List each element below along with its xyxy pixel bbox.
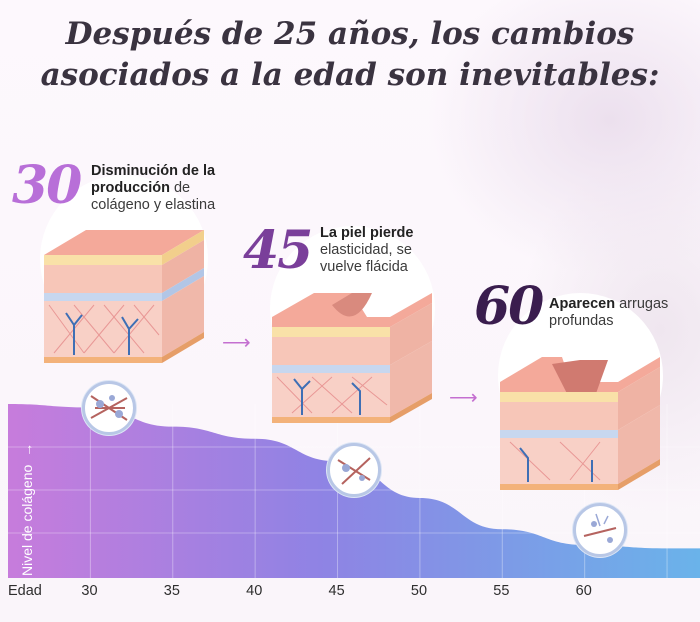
stage-30-line2-bold: producción	[91, 180, 170, 196]
stage-30-age-text: 30	[12, 155, 82, 216]
skin-block-60	[500, 357, 660, 490]
x-tick-label: 50	[410, 583, 428, 599]
stage-60-age-text: 60	[474, 276, 544, 337]
page-title: Después de 25 años, los cambios asociado…	[0, 14, 700, 96]
stage-30-line3: colágeno y elastina	[91, 197, 216, 213]
stage-45-line2: elasticidad, se	[320, 242, 412, 258]
x-tick-label: 30	[81, 583, 98, 599]
stage-30-age: 30	[12, 160, 82, 212]
stage-45-line1: La piel pierde	[320, 225, 414, 241]
x-tick-label: 60	[575, 583, 592, 599]
stage-30-description: Disminución de la producción de colágeno…	[91, 163, 215, 214]
stage-30-line1: Disminución de la	[91, 163, 216, 179]
fiber-micro-icon-45	[327, 443, 381, 497]
fiber-micro-icon-60	[573, 503, 627, 557]
stage-45-age-text: 45	[243, 220, 313, 281]
title-line-2: asociados a la edad son inevitables:	[40, 57, 660, 93]
skin-block-45	[272, 293, 432, 423]
skin-block-30	[44, 230, 204, 363]
stage-60-line1-bold: Aparecen	[549, 296, 616, 312]
title-line-1: Después de 25 años, los cambios	[65, 16, 635, 52]
x-tick-label: 45	[328, 583, 345, 599]
y-axis-label-text: Nivel de colágeno	[19, 464, 35, 576]
x-tick-label: 35	[163, 583, 180, 599]
x-axis-label: Edad	[8, 583, 42, 599]
stage-60-line1-rest: arrugas	[615, 296, 669, 312]
stage-60-age: 60	[474, 281, 544, 333]
x-tick-label: 40	[246, 583, 263, 599]
stage-45-line3: vuelve flácida	[320, 259, 408, 275]
arrow-icon: ⟶	[449, 387, 478, 409]
stage-45-age: 45	[243, 225, 313, 277]
stage-60-line2: profundas	[549, 313, 614, 329]
stage-60-description: Aparecen arrugas profundas	[549, 296, 668, 330]
y-axis-label: Nivel de colágeno →	[19, 442, 35, 576]
fiber-micro-icon-30	[82, 381, 136, 435]
arrow-icon: ⟶	[222, 332, 251, 354]
x-tick-label: 55	[493, 583, 510, 599]
stage-30-line2-rest: de	[169, 180, 191, 196]
stage-45-description: La piel pierde elasticidad, se vuelve fl…	[320, 225, 413, 276]
